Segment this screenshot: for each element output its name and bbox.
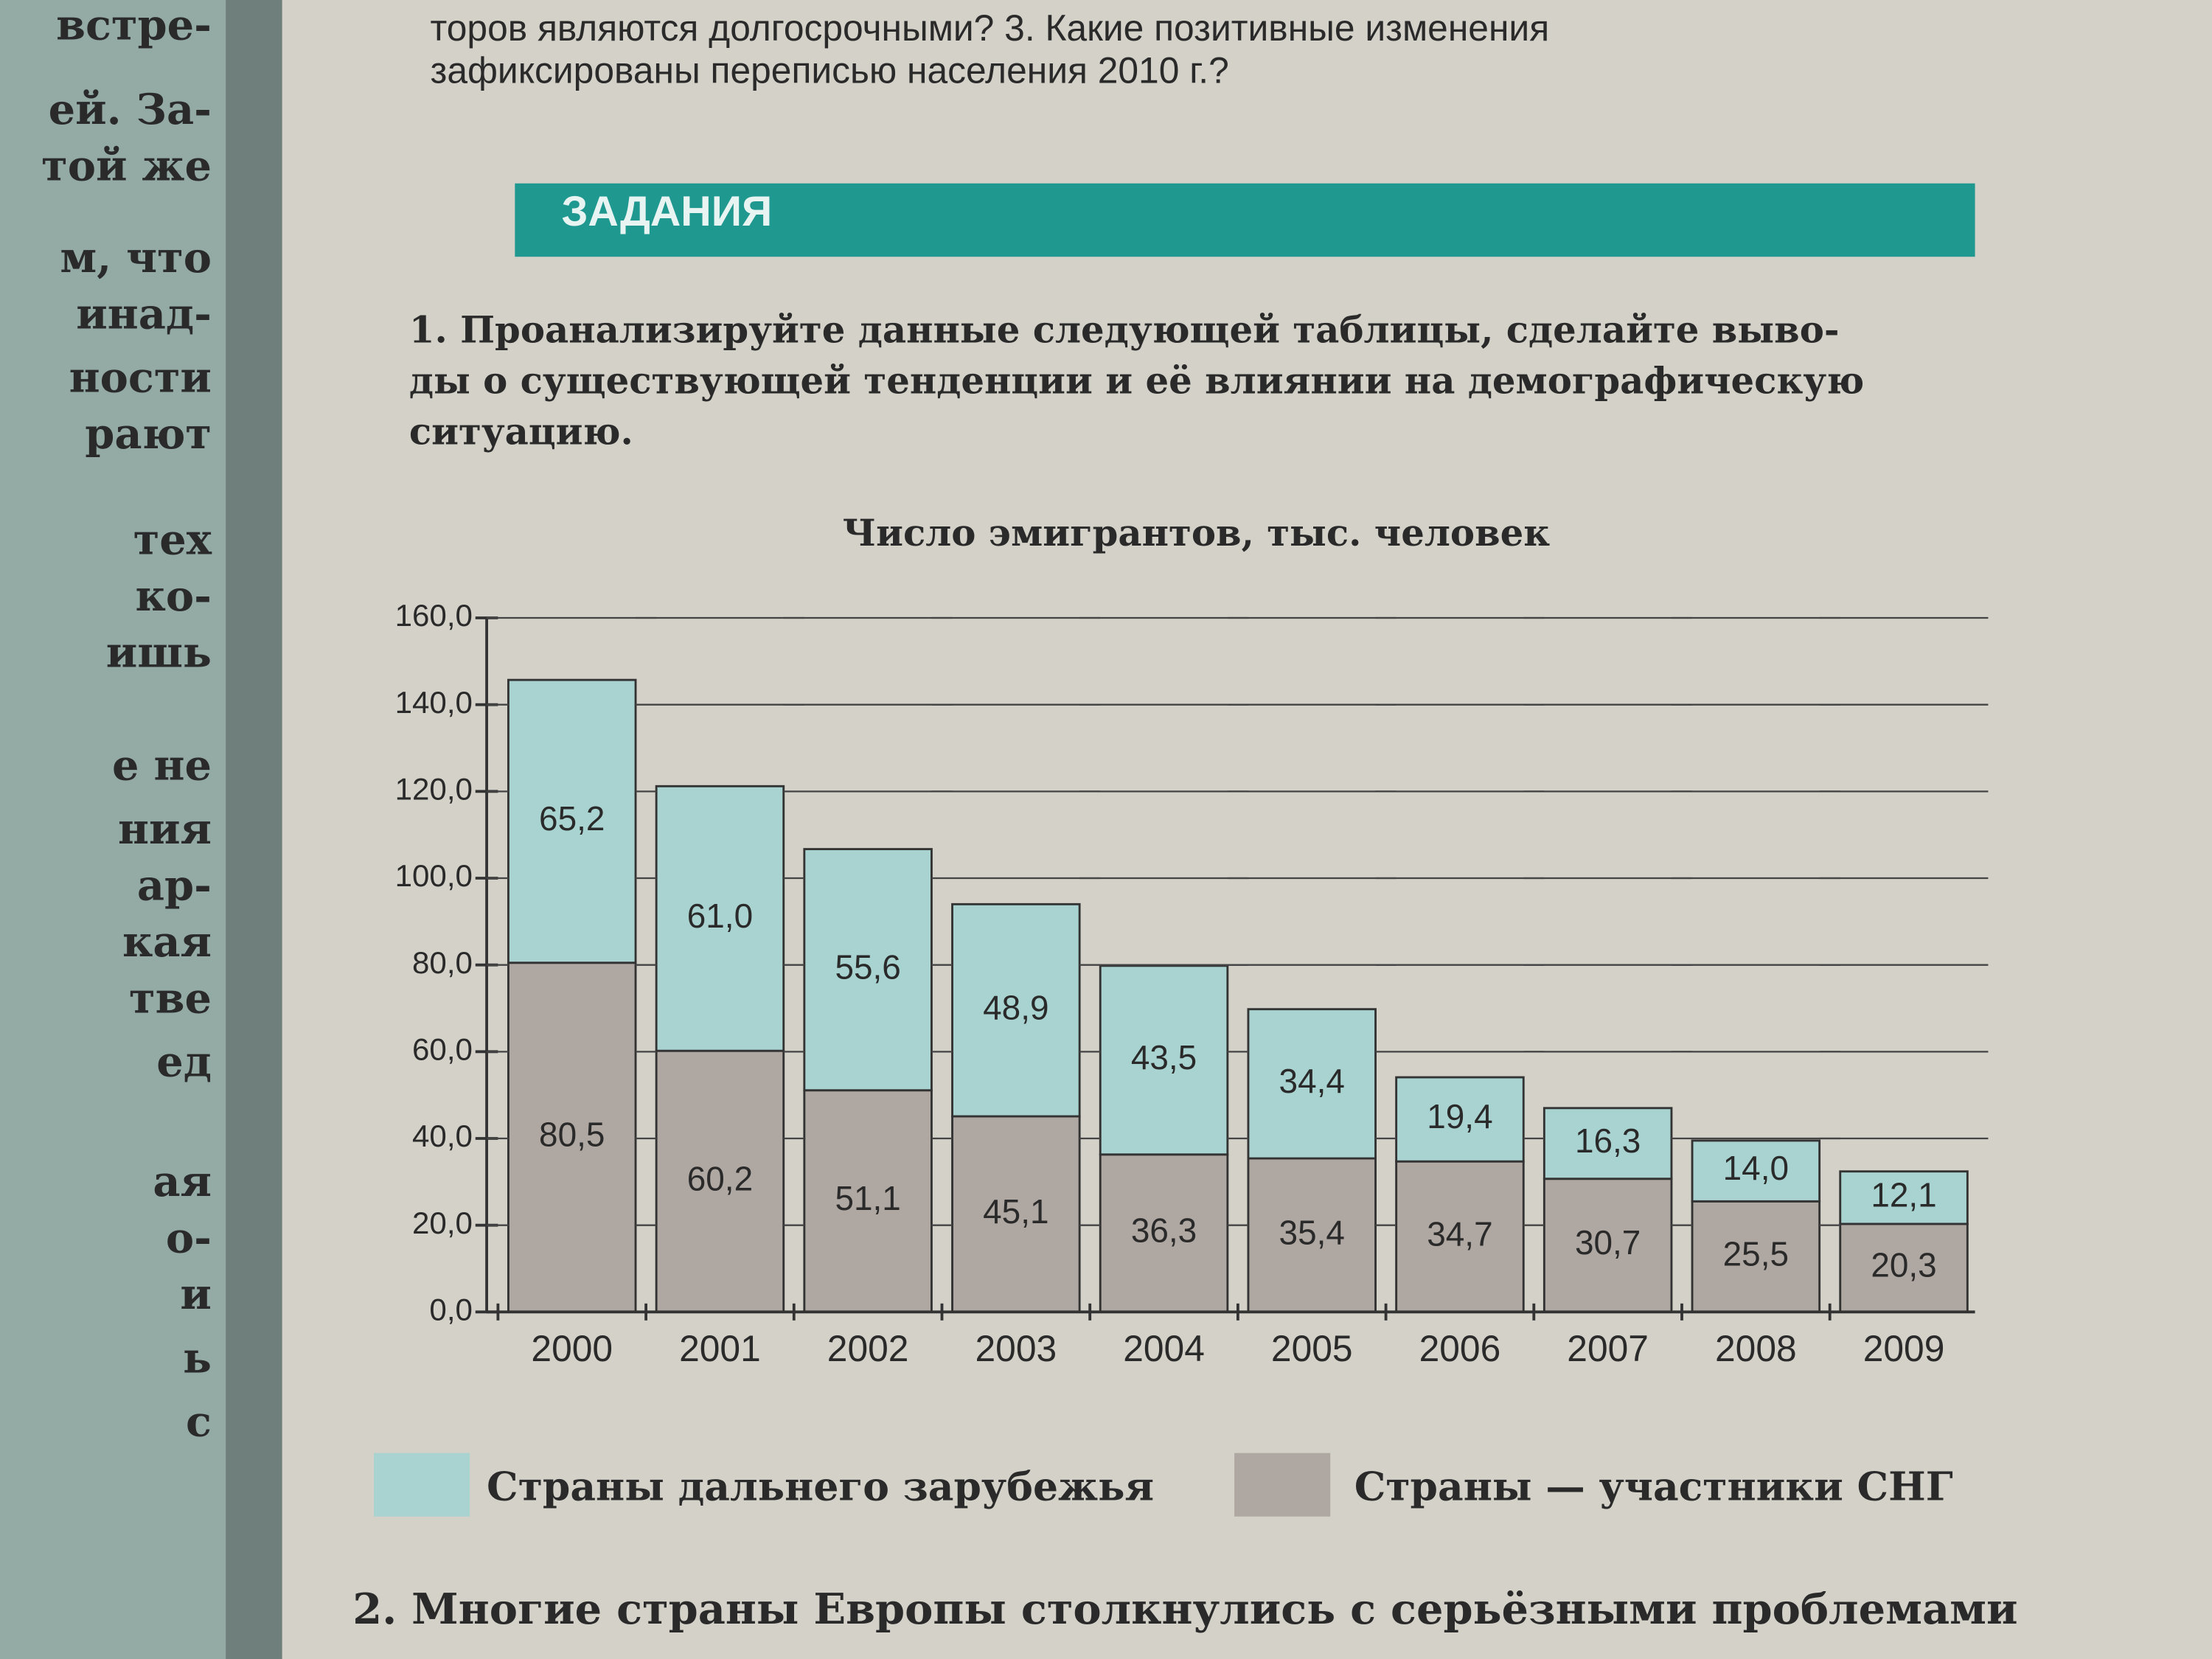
bar-segment <box>803 1089 933 1313</box>
left-page-word: ей. За- <box>49 84 212 134</box>
left-page-word: ния <box>118 804 212 854</box>
bar-segment <box>951 902 1081 1118</box>
task-line: ситуацию. <box>409 409 633 453</box>
x-tick-label: 2008 <box>1715 1328 1797 1369</box>
bar-segment <box>1099 1153 1229 1313</box>
bar-segment <box>1691 1200 1821 1313</box>
bar-segment <box>655 785 785 1052</box>
bar-segment <box>1691 1139 1821 1203</box>
value-label: 12,1 <box>1871 1175 1936 1214</box>
x-tick-label: 2002 <box>827 1328 909 1369</box>
left-page-word: с <box>186 1396 212 1446</box>
bar-segment <box>507 678 637 964</box>
bar-segment <box>1395 1160 1525 1313</box>
task-text: 2. Многие страны Европы столкнулись с се… <box>352 1584 2017 1634</box>
value-label: 60,2 <box>687 1159 753 1197</box>
left-page-word: рают <box>85 408 212 459</box>
left-page-word: ности <box>69 352 212 403</box>
left-page <box>0 0 226 1659</box>
value-label: 34,7 <box>1427 1214 1492 1253</box>
task-line: 1. Проанализируйте данные следующей табл… <box>409 308 1840 352</box>
chart-title: Число эмигрантов, тыс. человек <box>843 511 1551 554</box>
left-page-word: ая <box>153 1156 212 1206</box>
y-tick-label: 60,0 <box>412 1032 473 1066</box>
bar-segment <box>507 961 637 1313</box>
value-label: 80,5 <box>539 1116 605 1154</box>
value-label: 65,2 <box>539 799 605 838</box>
task-text: 1. Проанализируйте данные следующей табл… <box>409 308 1864 453</box>
value-label: 43,5 <box>1131 1038 1197 1077</box>
legend-label: Страны — участники СНГ <box>1354 1464 1953 1510</box>
value-label: 14,0 <box>1723 1149 1789 1187</box>
value-label: 45,1 <box>983 1192 1048 1231</box>
value-label: 36,3 <box>1131 1211 1197 1250</box>
value-label: 25,5 <box>1723 1234 1789 1273</box>
x-tick-label: 2007 <box>1567 1328 1649 1369</box>
value-label: 55,6 <box>835 947 900 986</box>
bar-segment <box>803 848 933 1092</box>
left-page-word: и <box>180 1269 212 1319</box>
left-page-word: ь <box>183 1332 212 1382</box>
y-tick-label: 40,0 <box>412 1119 473 1153</box>
left-page-word: е не <box>112 740 212 790</box>
header-text: торов являются долгосрочными? 3. Какие п… <box>431 7 1550 91</box>
bar-segment <box>1543 1107 1673 1180</box>
left-page-word: ишь <box>106 627 212 678</box>
book-gutter <box>226 0 282 1659</box>
legend-swatch <box>374 1453 470 1517</box>
y-tick-label: 160,0 <box>395 598 473 633</box>
value-label: 20,3 <box>1871 1246 1936 1284</box>
x-tick-label: 2000 <box>531 1328 613 1369</box>
y-tick-label: 20,0 <box>412 1206 473 1240</box>
header-line: зафиксированы переписью населения 2010 г… <box>431 50 1229 91</box>
task-line: ды о существующей тенденции и её влиянии… <box>409 358 1864 402</box>
left-page-word: ко- <box>135 571 212 621</box>
y-tick-label: 140,0 <box>395 685 473 720</box>
left-page-word: ед <box>156 1037 212 1087</box>
left-page-word: кая <box>122 917 212 967</box>
left-page-word: ар- <box>137 860 212 910</box>
left-page-word: инад- <box>76 288 212 338</box>
x-tick-label: 2009 <box>1863 1328 1945 1369</box>
left-page-word: тех <box>133 515 212 565</box>
value-label: 30,7 <box>1575 1223 1641 1262</box>
y-tick-label: 80,0 <box>412 945 473 980</box>
left-page-word: о- <box>166 1213 212 1263</box>
x-tick-label: 2005 <box>1271 1328 1353 1369</box>
bar-segment <box>1247 1008 1377 1160</box>
y-tick-label: 120,0 <box>395 771 473 806</box>
bar-segment <box>1839 1170 1969 1225</box>
left-page-word: тве <box>129 973 212 1023</box>
x-tick-label: 2004 <box>1123 1328 1205 1369</box>
y-tick-label: 100,0 <box>395 858 473 893</box>
bar-segment <box>1099 964 1229 1156</box>
chart: 0,0 20,0 40,0 60,0 80,0 100,0 120,0 140,0 160,0 8… <box>374 598 1989 1517</box>
header-line: торов являются долгосрочными? 3. Какие п… <box>431 7 1550 49</box>
x-tick-label: 2006 <box>1419 1328 1501 1369</box>
value-label: 16,3 <box>1575 1121 1641 1160</box>
value-label: 19,4 <box>1427 1097 1492 1135</box>
legend-swatch <box>1234 1453 1331 1517</box>
bar-segment <box>1395 1076 1525 1163</box>
x-tick-label: 2003 <box>975 1328 1057 1369</box>
section-banner <box>515 183 1975 257</box>
value-label: 61,0 <box>687 897 753 935</box>
y-tick-label: 0,0 <box>429 1292 472 1326</box>
left-page-word: м, что <box>60 232 212 282</box>
value-label: 35,4 <box>1279 1213 1345 1251</box>
value-label: 48,9 <box>983 988 1048 1026</box>
left-page-word: встре- <box>56 0 212 49</box>
value-label: 51,1 <box>835 1179 900 1217</box>
value-label: 34,4 <box>1279 1062 1345 1100</box>
x-tick-label: 2001 <box>679 1328 761 1369</box>
legend-label: Страны дальнего зарубежья <box>487 1464 1154 1510</box>
bar-segment <box>1839 1222 1969 1313</box>
section-title: ЗАДАНИЯ <box>561 188 772 235</box>
left-page-word: той же <box>41 141 212 191</box>
